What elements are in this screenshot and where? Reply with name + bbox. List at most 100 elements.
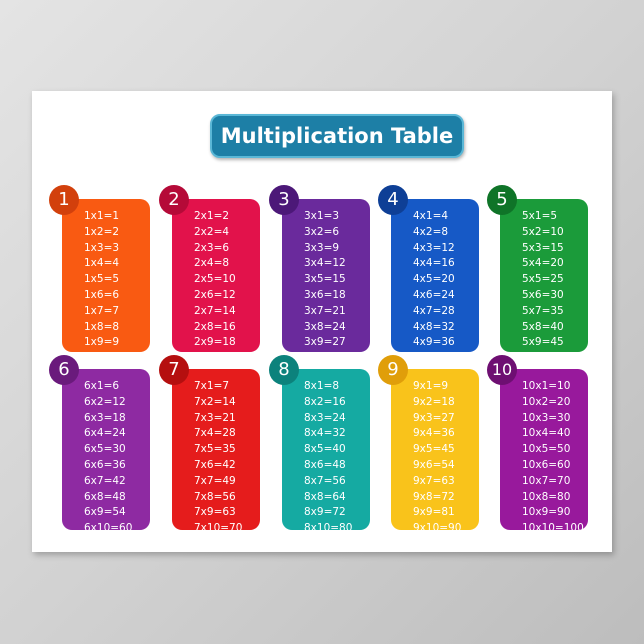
- table-number-badge: 6: [49, 355, 79, 385]
- table-line: 5x7=35: [522, 304, 564, 317]
- table-line: 1x6=6: [84, 288, 120, 301]
- table-line: 9x9=81: [413, 506, 455, 519]
- table-line: 8x2=16: [304, 395, 346, 408]
- table-lines: 2x1=2 2x2=4 2x3=6 2x4=8 2x5=10 2x6=12 2x7=14 2x…: [194, 209, 242, 367]
- table-line: 1x2=2: [84, 225, 120, 238]
- table-line: 10x9=90: [522, 506, 571, 519]
- table-line: 4x1=4: [413, 210, 449, 222]
- table-line: 8x8=64: [304, 490, 346, 503]
- table-card-10: 10 10x1=10 10x2=20 10x3=30 10x4=40 10x5=50 10x…: [487, 355, 588, 534]
- table-line: 7x6=42: [194, 458, 236, 471]
- table-line: 5x8=40: [522, 320, 564, 333]
- table-line: 10x7=70: [522, 474, 571, 487]
- table-line: 6x8=48: [84, 490, 126, 503]
- table-line: 4x8=32: [413, 320, 455, 333]
- table-line: 9x2=18: [413, 395, 455, 408]
- table-line: 7x4=28: [194, 427, 236, 440]
- table-number-badge: 1: [49, 185, 79, 215]
- table-line: 8x7=56: [304, 474, 346, 487]
- table-line: 1x4=4: [84, 257, 120, 270]
- table-lines: 10x1=10 10x2=20 10x3=30 10x4=40 10x5=50 10x6=…: [522, 379, 584, 537]
- table-line: 8x5=40: [304, 443, 346, 456]
- table-lines: 9x1=9 9x2=18 9x3=27 9x4=36 9x5=45 9x6=54 9x7=6…: [413, 379, 461, 537]
- table-card-6: 6 6x1=6 6x2=12 6x3=18 6x4=24 6x5=30 6x6=36 6x7=…: [49, 355, 150, 534]
- table-number-badge: 9: [378, 355, 408, 385]
- table-line: 2x3=6: [194, 241, 230, 254]
- table-line: 4x9=36: [413, 336, 455, 349]
- table-line: 1x1=1: [84, 210, 120, 222]
- table-line: 8x1=8: [304, 380, 340, 392]
- table-line: 9x8=72: [413, 490, 455, 503]
- table-line: 4x4=16: [413, 257, 455, 270]
- table-line: 7x3=21: [194, 411, 236, 424]
- table-line: 6x7=42: [84, 474, 126, 487]
- table-line: 4x5=20: [413, 273, 455, 286]
- poster: Multiplication Table 1 1x1=1 1x2=2 1x3=3 1x4…: [32, 91, 612, 552]
- table-line: 3x2=6: [304, 225, 340, 238]
- table-number-badge: 10: [487, 355, 517, 385]
- table-line: 9x5=45: [413, 443, 455, 456]
- table-card-1: 1 1x1=1 1x2=2 1x3=3 1x4=4 1x5=5 1x6=6 1x7=7 1x8=…: [49, 185, 150, 364]
- table-line: 3x4=12: [304, 257, 346, 270]
- table-card-8: 8 8x1=8 8x2=16 8x3=24 8x4=32 8x5=40 8x6=48 8x7=…: [269, 355, 370, 534]
- table-line: 3x9=27: [304, 336, 346, 349]
- table-line: 10x2=20: [522, 395, 571, 408]
- table-number-badge: 2: [159, 185, 189, 215]
- table-number-badge: 5: [487, 185, 517, 215]
- table-line: 7x9=63: [194, 506, 236, 519]
- table-card-2: 2 2x1=2 2x2=4 2x3=6 2x4=8 2x5=10 2x6=12 2x7=14 2…: [159, 185, 260, 364]
- table-card-4: 4 4x1=4 4x2=8 4x3=12 4x4=16 4x5=20 4x6=24 4x7=2…: [378, 185, 479, 364]
- table-line: 10x6=60: [522, 458, 571, 471]
- table-line: 10x5=50: [522, 443, 571, 456]
- table-line: 1x5=5: [84, 273, 120, 286]
- table-line: 5x9=45: [522, 336, 564, 349]
- table-lines: 6x1=6 6x2=12 6x3=18 6x4=24 6x5=30 6x6=36 6x7=4…: [84, 379, 132, 537]
- table-line: 9x1=9: [413, 380, 449, 392]
- table-line: 2x7=14: [194, 304, 236, 317]
- table-line: 3x7=21: [304, 304, 346, 317]
- table-number-badge: 8: [269, 355, 299, 385]
- table-line: 5x6=30: [522, 288, 564, 301]
- table-line: 1x3=3: [84, 241, 120, 254]
- table-line: 10x1=10: [522, 380, 571, 392]
- table-line: 2x10=20: [194, 352, 243, 365]
- table-line: 7x7=49: [194, 474, 236, 487]
- table-lines: 8x1=8 8x2=16 8x3=24 8x4=32 8x5=40 8x6=48 8x7=5…: [304, 379, 352, 537]
- table-card-3: 3 3x1=3 3x2=6 3x3=9 3x4=12 3x5=15 3x6=18 3x7=21…: [269, 185, 370, 364]
- table-lines: 1x1=1 1x2=2 1x3=3 1x4=4 1x5=5 1x6=6 1x7=7 1x8=8…: [84, 209, 132, 367]
- table-card-9: 9 9x1=9 9x2=18 9x3=27 9x4=36 9x5=45 9x6=54 9x7=…: [378, 355, 479, 534]
- table-line: 8x4=32: [304, 427, 346, 440]
- table-line: 7x1=7: [194, 380, 230, 392]
- table-line: 8x6=48: [304, 458, 346, 471]
- table-line: 8x9=72: [304, 506, 346, 519]
- table-line: 6x2=12: [84, 395, 126, 408]
- table-line: 7x10=70: [194, 522, 243, 535]
- table-line: 5x5=25: [522, 273, 564, 286]
- table-line: 1x9=9: [84, 336, 120, 349]
- table-line: 2x8=16: [194, 320, 236, 333]
- table-lines: 7x1=7 7x2=14 7x3=21 7x4=28 7x5=35 7x6=42 7x7=4…: [194, 379, 242, 537]
- table-line: 2x6=12: [194, 288, 236, 301]
- table-line: 9x6=54: [413, 458, 455, 471]
- table-line: 6x5=30: [84, 443, 126, 456]
- table-card-7: 7 7x1=7 7x2=14 7x3=21 7x4=28 7x5=35 7x6=42 7x7=…: [159, 355, 260, 534]
- table-lines: 5x1=5 5x2=10 5x3=15 5x4=20 5x5=25 5x6=30 5x7=3…: [522, 209, 570, 367]
- table-number-badge: 7: [159, 355, 189, 385]
- table-line: 5x10=50: [522, 352, 571, 365]
- table-number-badge: 3: [269, 185, 299, 215]
- table-line: 10x3=30: [522, 411, 571, 424]
- table-line: 10x4=40: [522, 427, 571, 440]
- table-line: 3x3=9: [304, 241, 340, 254]
- table-line: 9x7=63: [413, 474, 455, 487]
- table-line: 9x10=90: [413, 522, 462, 535]
- table-line: 2x2=4: [194, 225, 230, 238]
- table-line: 4x7=28: [413, 304, 455, 317]
- table-line: 2x4=8: [194, 257, 230, 270]
- table-line: 6x1=6: [84, 380, 120, 392]
- table-line: 3x10=30: [304, 352, 353, 365]
- table-line: 3x6=18: [304, 288, 346, 301]
- table-line: 2x1=2: [194, 210, 230, 222]
- table-line: 4x2=8: [413, 225, 449, 238]
- table-line: 8x10=80: [304, 522, 353, 535]
- table-line: 5x4=20: [522, 257, 564, 270]
